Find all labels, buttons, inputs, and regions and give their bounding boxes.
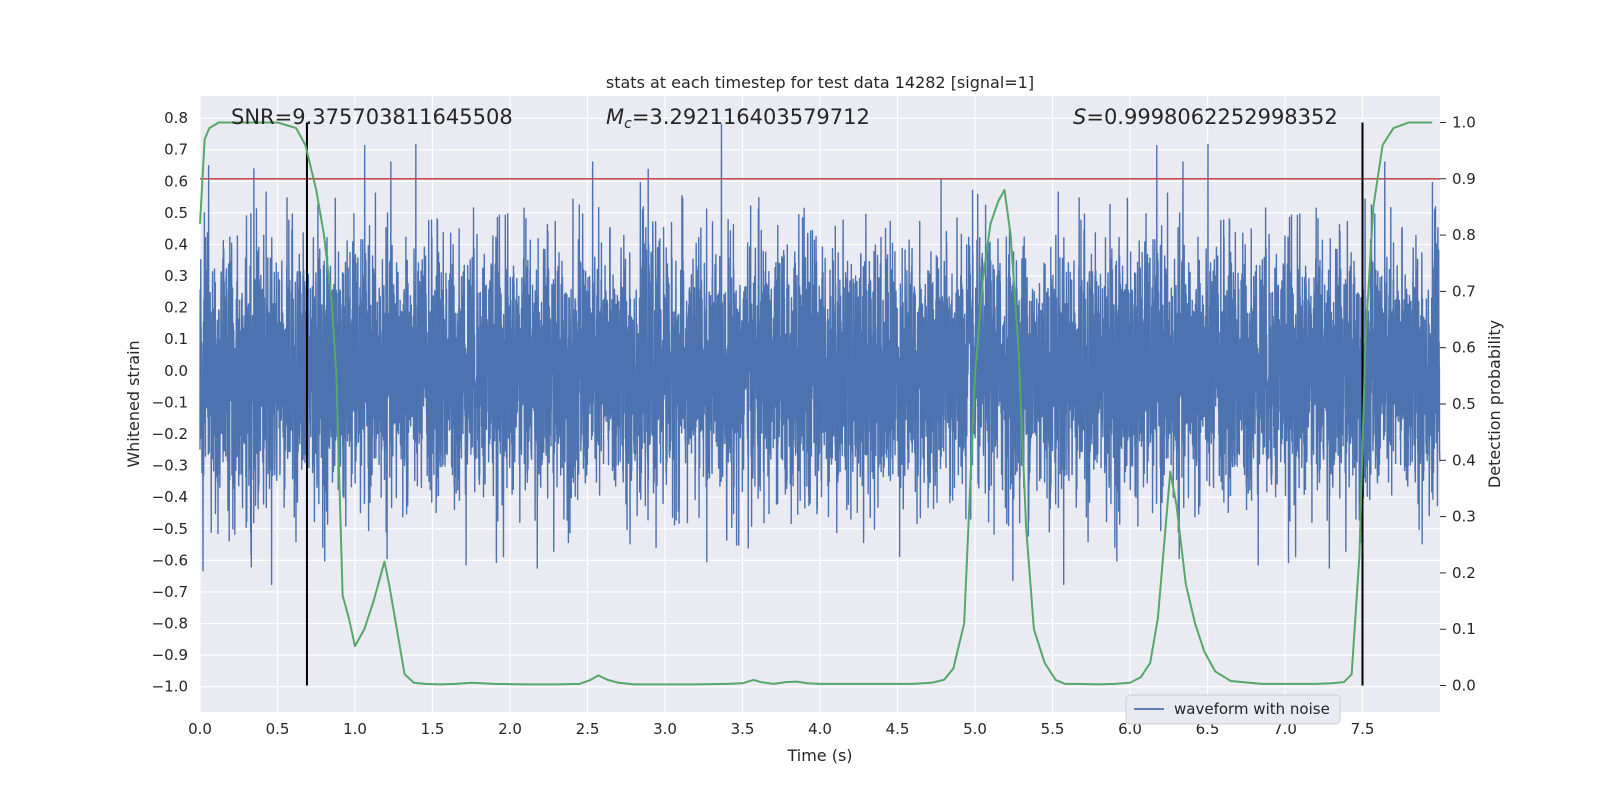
y-tick-label: 0.8 bbox=[164, 109, 188, 127]
chirp-mass-value: =3.292116403579712 bbox=[632, 105, 870, 129]
x-tick-label: 0.5 bbox=[266, 720, 290, 738]
y-tick-label: 0.5 bbox=[164, 204, 188, 222]
y2-tick-label: 0.6 bbox=[1452, 339, 1476, 357]
x-tick-label: 5.5 bbox=[1041, 720, 1065, 738]
probability-series bbox=[199, 121, 1433, 686]
x-tick-label: 7.5 bbox=[1351, 720, 1375, 738]
y2-tick-label: 0.9 bbox=[1452, 170, 1476, 188]
x-tick-label: 0.0 bbox=[188, 720, 212, 738]
chirp-mass-symbol: M bbox=[606, 105, 624, 129]
y2-tick-label: 0.4 bbox=[1452, 451, 1476, 469]
y-tick-label: −0.9 bbox=[152, 646, 188, 664]
y-tick-label: −0.4 bbox=[152, 488, 188, 506]
y-tick-label: −0.1 bbox=[152, 393, 188, 411]
y-tick-label: 0.2 bbox=[164, 299, 188, 317]
legend-box bbox=[1125, 694, 1341, 725]
y2-axis-ticks: 1.0 0.9 0.8 0.7 0.6 0.5 0.4 0.3 0.2 0.1 0.0 bbox=[1440, 113, 1476, 695]
waveform-series bbox=[199, 123, 1441, 586]
y-tick-label: −0.2 bbox=[152, 425, 188, 443]
y-tick-label: 0.1 bbox=[164, 330, 188, 348]
y-tick-label: 0.3 bbox=[164, 267, 188, 285]
x-tick-label: 1.5 bbox=[421, 720, 445, 738]
x-axis-label: Time (s) bbox=[786, 746, 852, 765]
y-tick-label: 0.4 bbox=[164, 235, 188, 253]
x-tick-label: 2.5 bbox=[576, 720, 600, 738]
y-tick-label: −0.7 bbox=[152, 583, 188, 601]
y-axis-ticks: 0.8 0.7 0.6 0.5 0.4 0.3 0.2 0.1 0.0 −0.1 −0.2 −0.3 −… bbox=[152, 109, 188, 696]
chirp-mass-annotation: Mc=3.292116403579712 bbox=[606, 105, 870, 132]
y-axis-label: Whitened strain bbox=[124, 340, 143, 467]
legend-label-waveform: waveform with noise bbox=[1174, 700, 1330, 718]
y2-tick-label: 0.5 bbox=[1452, 395, 1476, 413]
x-tick-label: 4.0 bbox=[808, 720, 832, 738]
y-tick-label: −1.0 bbox=[152, 678, 188, 696]
y2-tick-label: 1.0 bbox=[1452, 113, 1476, 131]
legend: waveform with noise bbox=[1125, 694, 1341, 725]
probability-line bbox=[199, 121, 1433, 686]
x-tick-label: 1.0 bbox=[343, 720, 367, 738]
merger-markers bbox=[305, 122, 1364, 686]
waveform-line bbox=[199, 123, 1441, 586]
x-tick-label: 3.5 bbox=[731, 720, 755, 738]
x-tick-label: 4.5 bbox=[886, 720, 910, 738]
chart-title: stats at each timestep for test data 142… bbox=[606, 73, 1034, 92]
score-value: =0.9998062252998352 bbox=[1086, 105, 1337, 129]
x-tick-label: 2.0 bbox=[498, 720, 522, 738]
snr-annotation: SNR=9.375703811645508 bbox=[231, 105, 513, 129]
y2-tick-label: 0.1 bbox=[1452, 620, 1476, 638]
y-tick-label: 0.7 bbox=[164, 141, 188, 159]
x-axis-ticks: 0.0 0.5 1.0 1.5 2.0 2.5 3.0 3.5 4.0 4.5 5.0 5.5 6.0 6… bbox=[188, 720, 1374, 738]
y-tick-label: −0.8 bbox=[152, 615, 188, 633]
y-tick-label: 0.6 bbox=[164, 172, 188, 190]
x-tick-label: 5.0 bbox=[963, 720, 987, 738]
y-tick-label: −0.3 bbox=[152, 457, 188, 475]
chirp-mass-subscript: c bbox=[624, 116, 632, 132]
y-tick-label: 0.0 bbox=[164, 362, 188, 380]
y2-axis-label: Detection probability bbox=[1485, 320, 1504, 488]
y2-tick-label: 0.0 bbox=[1452, 677, 1476, 695]
x-tick-label: 3.0 bbox=[653, 720, 677, 738]
y-tick-label: −0.6 bbox=[152, 551, 188, 569]
y2-tick-label: 0.2 bbox=[1452, 564, 1476, 582]
y-tick-label: −0.5 bbox=[152, 520, 188, 538]
score-annotation: S=0.9998062252998352 bbox=[1073, 105, 1338, 129]
y2-tick-label: 0.8 bbox=[1452, 226, 1476, 244]
y2-tick-label: 0.7 bbox=[1452, 282, 1476, 300]
score-symbol: S bbox=[1073, 105, 1086, 129]
y2-tick-label: 0.3 bbox=[1452, 508, 1476, 526]
